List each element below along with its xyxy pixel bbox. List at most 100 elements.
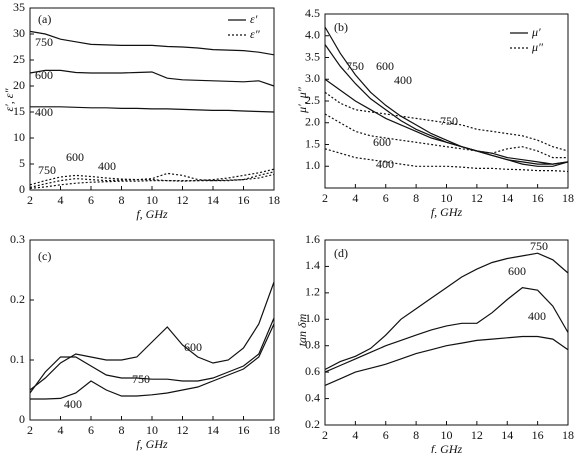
series-line xyxy=(29,30,275,56)
x-tick-label: 8 xyxy=(413,428,419,442)
x-tick-label: 6 xyxy=(383,428,389,442)
y-tick-label: 1.5 xyxy=(305,136,320,150)
series-line xyxy=(324,91,569,152)
series-label: 600 xyxy=(184,340,202,354)
series-label: 600 xyxy=(508,264,526,278)
x-tick-label: 4 xyxy=(58,193,64,207)
y-tick-label: 0.4 xyxy=(305,390,320,404)
x-tick-label: 14 xyxy=(501,428,513,442)
x-axis-label: f, GHz xyxy=(431,205,463,219)
y-tick-label: 35 xyxy=(13,0,25,14)
series-label: 400 xyxy=(35,105,53,119)
y-tick-label: 30 xyxy=(13,26,25,40)
series-label: 600 xyxy=(66,150,84,164)
y-tick-label: 2.5 xyxy=(305,93,320,107)
series-line xyxy=(324,148,569,173)
y-tick-label: 0.1 xyxy=(10,352,25,366)
x-tick-label: 6 xyxy=(88,423,94,437)
y-tick-label: 20 xyxy=(13,78,25,92)
series-line xyxy=(324,78,569,165)
y-tick-label: 15 xyxy=(13,104,25,118)
series-label: 400 xyxy=(98,159,116,173)
y-tick-label: 0.3 xyxy=(10,232,25,246)
series-line xyxy=(29,317,275,394)
series-line xyxy=(30,106,275,113)
x-tick-label: 18 xyxy=(268,193,280,207)
y-axis-label: tan δm xyxy=(295,313,309,346)
x-tick-label: 2 xyxy=(27,193,33,207)
y-axis-label: μ′, μ″ xyxy=(295,86,309,114)
y-tick-label: 3.0 xyxy=(305,71,320,85)
x-tick-label: 10 xyxy=(146,193,158,207)
series-label: 750 xyxy=(440,114,458,128)
y-tick-label: 0.2 xyxy=(305,417,320,431)
x-tick-label: 18 xyxy=(268,423,280,437)
series-line xyxy=(29,171,275,188)
x-tick-label: 6 xyxy=(88,193,94,207)
y-tick-label: 0.8 xyxy=(305,337,320,351)
legend-label: μ″ xyxy=(531,40,544,54)
x-tick-label: 14 xyxy=(207,423,219,437)
series-label: 750 xyxy=(346,59,364,73)
y-tick-label: 3.5 xyxy=(305,49,320,63)
x-tick-label: 8 xyxy=(413,191,419,205)
x-tick-label: 14 xyxy=(207,193,219,207)
panel-label: (d) xyxy=(334,246,348,260)
x-axis-label: f, GHz xyxy=(431,442,463,453)
x-tick-label: 18 xyxy=(562,191,574,205)
x-tick-label: 16 xyxy=(532,428,544,442)
x-tick-label: 16 xyxy=(532,191,544,205)
series-line xyxy=(29,168,275,186)
y-tick-label: 2.0 xyxy=(305,115,320,129)
series-line xyxy=(29,69,275,87)
y-tick-label: 0.6 xyxy=(305,364,320,378)
plot-frame xyxy=(29,239,275,421)
x-tick-label: 4 xyxy=(352,191,358,205)
x-tick-label: 12 xyxy=(471,428,483,442)
series-line xyxy=(324,335,569,386)
legend-label: ε″ xyxy=(250,27,261,41)
legend-label: μ′ xyxy=(531,25,541,39)
x-axis-label: f, GHz xyxy=(136,437,168,451)
x-tick-label: 16 xyxy=(238,193,250,207)
series-label: 400 xyxy=(376,157,394,171)
x-tick-label: 16 xyxy=(238,423,250,437)
x-tick-label: 10 xyxy=(146,423,158,437)
series-label: 750 xyxy=(530,239,548,253)
x-tick-label: 4 xyxy=(352,428,358,442)
x-tick-label: 18 xyxy=(562,428,574,442)
y-tick-label: 0 xyxy=(19,412,25,426)
x-tick-label: 14 xyxy=(501,191,513,205)
y-tick-label: 1.2 xyxy=(305,285,320,299)
series-label: 750 xyxy=(132,372,150,386)
series-label: 750 xyxy=(35,35,53,49)
y-tick-label: 10 xyxy=(13,130,25,144)
y-tick-label: 1.4 xyxy=(305,258,320,272)
x-axis-label: f, GHz xyxy=(136,207,168,221)
x-tick-label: 2 xyxy=(322,191,328,205)
series-line xyxy=(29,173,275,189)
y-tick-label: 0.2 xyxy=(10,292,25,306)
x-tick-label: 4 xyxy=(58,423,64,437)
y-tick-label: 5 xyxy=(19,156,25,170)
series-label: 400 xyxy=(394,73,412,87)
series-line xyxy=(324,113,568,159)
series-line xyxy=(29,281,275,391)
y-tick-label: 1.0 xyxy=(305,311,320,325)
series-line xyxy=(324,286,569,373)
x-tick-label: 10 xyxy=(441,428,453,442)
series-line xyxy=(324,252,569,371)
series-line xyxy=(30,323,275,400)
x-tick-label: 2 xyxy=(322,428,328,442)
series-line xyxy=(324,26,569,167)
x-tick-label: 8 xyxy=(119,423,125,437)
y-tick-label: 4.0 xyxy=(305,28,320,42)
panel-label: (c) xyxy=(38,249,51,263)
series-label: 600 xyxy=(35,68,53,82)
y-tick-label: 4.5 xyxy=(305,6,320,20)
x-tick-label: 8 xyxy=(119,193,125,207)
series-label: 600 xyxy=(376,59,394,73)
y-tick-label: 1.6 xyxy=(305,232,320,246)
x-tick-label: 12 xyxy=(471,191,483,205)
series-label: 600 xyxy=(373,135,391,149)
